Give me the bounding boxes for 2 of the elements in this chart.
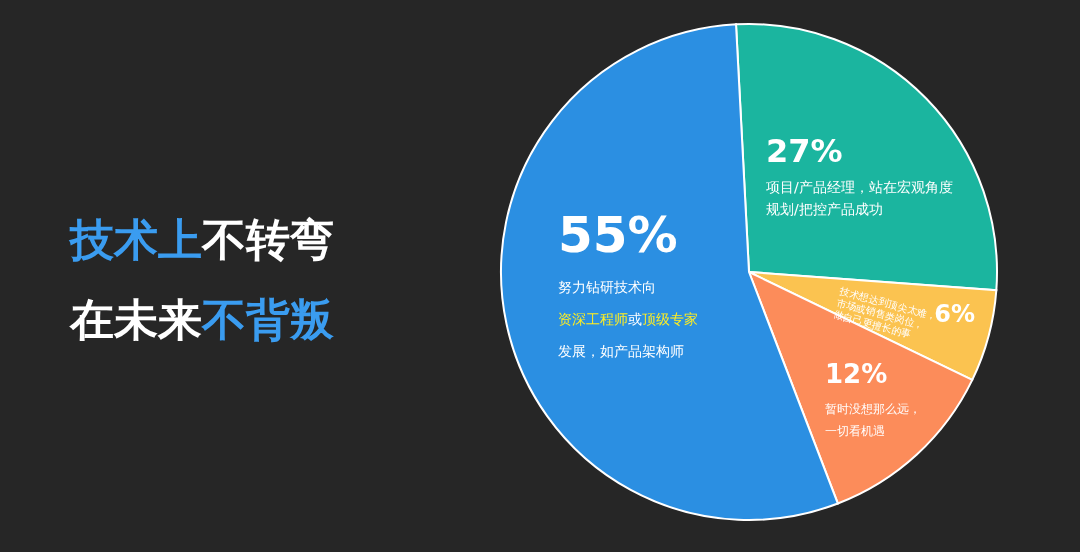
subtitle: 在未来不背叛 bbox=[70, 294, 334, 345]
title: 技术上不转弯 bbox=[70, 214, 334, 265]
